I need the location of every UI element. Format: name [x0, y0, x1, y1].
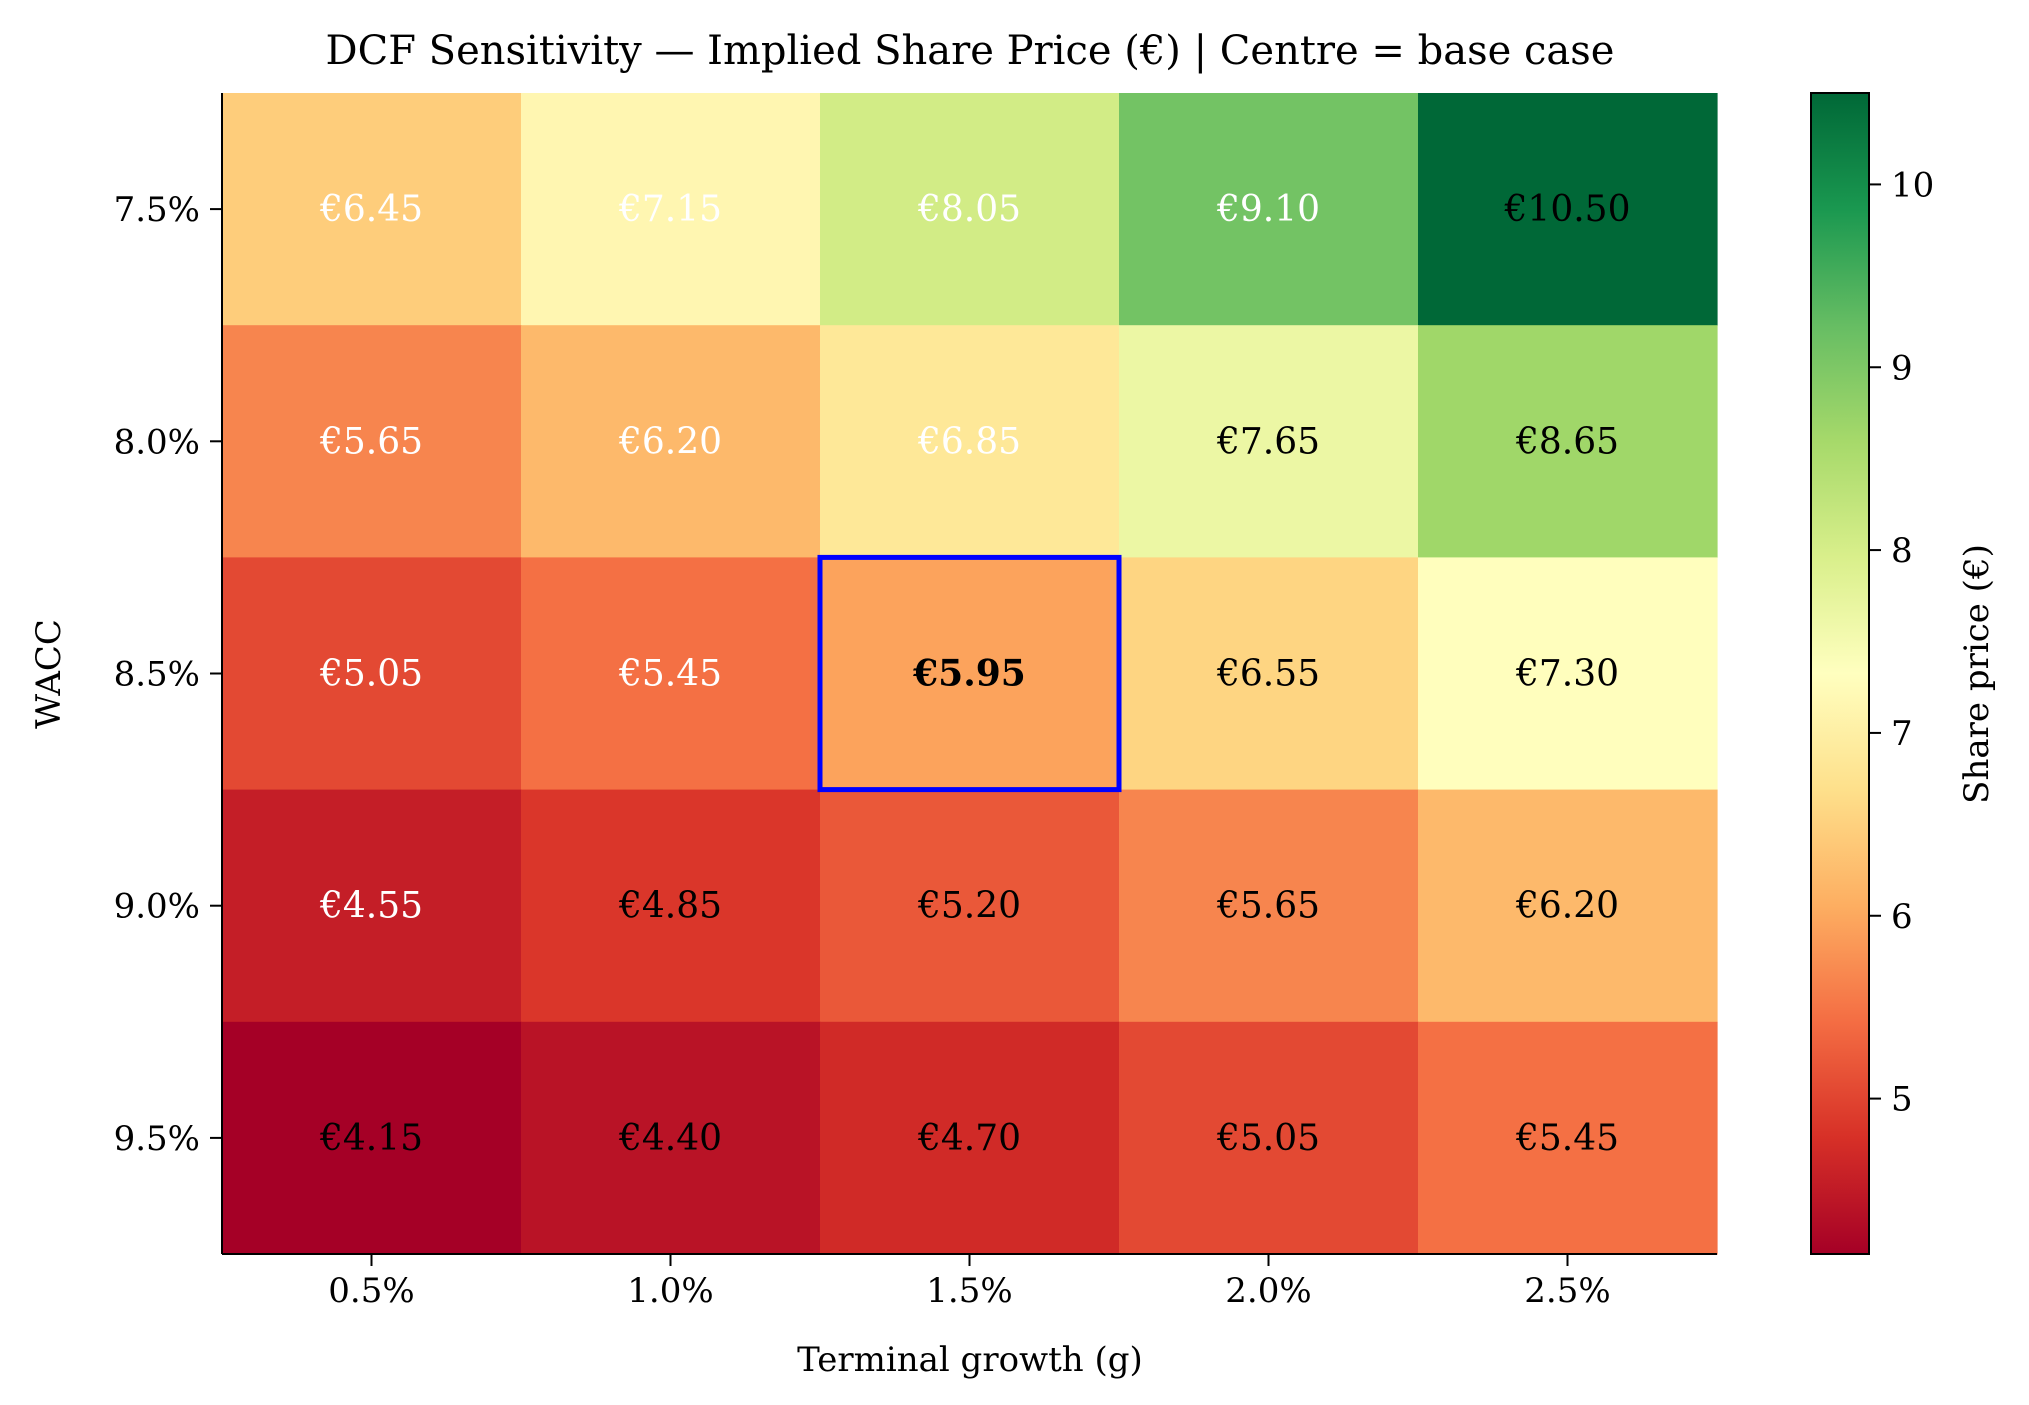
cell-value-label: €4.40	[618, 1118, 722, 1159]
base-case-highlight	[817, 554, 1122, 793]
y-tick-label: 7.5%	[114, 190, 200, 230]
heatmap-cell	[521, 1021, 821, 1255]
heatmap-cell	[521, 325, 821, 558]
x-tick-label: 2.5%	[1524, 1271, 1610, 1311]
heatmap-cell	[222, 93, 522, 326]
colorbar-tick-label: 9	[1891, 348, 1913, 388]
cell-value-label: €8.65	[1515, 421, 1619, 462]
y-tick-label: 8.5%	[114, 655, 200, 695]
cell-value-label: €5.65	[319, 421, 423, 462]
cell-value-label: €5.95	[912, 653, 1026, 695]
heatmap-cell	[222, 789, 522, 1023]
heatmap-cell	[521, 557, 821, 791]
cell-value-label: €5.45	[1515, 1118, 1619, 1159]
heatmap-cell-labels: €6.45 €7.15 €8.05 €9.10 €10.50 €5.65 €6.20 €6.8…	[319, 189, 1631, 1159]
cell-value-label: €6.20	[618, 421, 722, 462]
heatmap-cell	[820, 1021, 1120, 1255]
cell-value-label: €7.65	[1216, 421, 1320, 462]
heatmap-cell	[1418, 93, 1718, 326]
heatmap-cell	[820, 325, 1120, 558]
cell-value-label: €9.10	[1216, 189, 1320, 230]
cell-value-label: €5.05	[1216, 1118, 1320, 1159]
cell-value-label: €4.55	[319, 886, 423, 927]
heatmap-cell	[1119, 557, 1419, 791]
cell-value-label: €4.85	[618, 886, 722, 927]
heatmap-cell	[1418, 789, 1718, 1023]
heatmap-cell	[1418, 1021, 1718, 1255]
colorbar-label: Share price (€)	[1957, 544, 1997, 804]
heatmap-cell	[1119, 325, 1419, 558]
colorbar-tick-label: 8	[1891, 531, 1913, 571]
cell-value-label: €5.20	[917, 886, 1021, 927]
colorbar-tick-label: 5	[1891, 1080, 1913, 1120]
cell-value-label: €6.85	[917, 421, 1021, 462]
chart-title: DCF Sensitivity — Implied Share Price (€…	[326, 28, 1615, 74]
y-tick-label: 9.5%	[114, 1119, 200, 1159]
cell-value-label: €8.05	[917, 189, 1021, 230]
x-axis-label: Terminal growth (g)	[797, 1340, 1143, 1380]
y-axis-ticks: 7.5% 8.0% 8.5% 9.0% 9.5%	[114, 190, 222, 1159]
x-tick-label: 0.5%	[328, 1271, 414, 1311]
cell-value-label: €10.50	[1504, 189, 1631, 230]
heatmap-cells	[222, 93, 1718, 1255]
colorbar-tick-label: 7	[1891, 714, 1913, 754]
heatmap-cell	[222, 1021, 522, 1255]
heatmap-cell	[222, 325, 522, 558]
colorbar-ticks: 5 6 7 8 9 10	[1869, 165, 1934, 1120]
cell-value-label: €6.20	[1515, 886, 1619, 927]
heatmap-cell	[820, 789, 1120, 1023]
cell-value-label: €6.55	[1216, 654, 1320, 695]
cell-value-label: €4.70	[917, 1118, 1021, 1159]
heatmap-cell	[222, 557, 522, 791]
heatmap-cell	[521, 93, 821, 326]
heatmap-cell	[820, 557, 1120, 791]
heatmap-cell	[820, 93, 1120, 326]
heatmap-cell	[1119, 1021, 1419, 1255]
colorbar-tick-label: 10	[1891, 165, 1934, 205]
cell-value-label: €4.15	[319, 1118, 423, 1159]
x-axis-ticks: 0.5% 1.0% 1.5% 2.0% 2.5%	[328, 1254, 1611, 1311]
heatmap-cell	[1418, 325, 1718, 558]
heatmap-cell	[521, 789, 821, 1023]
cell-value-label: €7.30	[1515, 654, 1619, 695]
cell-value-label: €5.05	[319, 654, 423, 695]
colorbar: 5 6 7 8 9 10 Share price (€)	[1810, 92, 1997, 1255]
y-axis-label: WACC	[29, 619, 69, 729]
heatmap-cell	[1119, 789, 1419, 1023]
cell-value-label: €7.15	[618, 189, 722, 230]
colorbar-tick-label: 6	[1891, 897, 1913, 937]
y-tick-label: 9.0%	[114, 887, 200, 927]
x-tick-label: 1.5%	[926, 1271, 1012, 1311]
heatmap-cell	[1119, 93, 1419, 326]
heatmap-cell	[1418, 557, 1718, 791]
cell-value-label: €5.45	[618, 654, 722, 695]
y-tick-label: 8.0%	[114, 422, 200, 462]
x-tick-label: 1.0%	[627, 1271, 713, 1311]
x-tick-label: 2.0%	[1225, 1271, 1311, 1311]
cell-value-label: €6.45	[319, 189, 423, 230]
colorbar-gradient	[1810, 92, 1870, 1255]
cell-value-label: €5.65	[1216, 886, 1320, 927]
